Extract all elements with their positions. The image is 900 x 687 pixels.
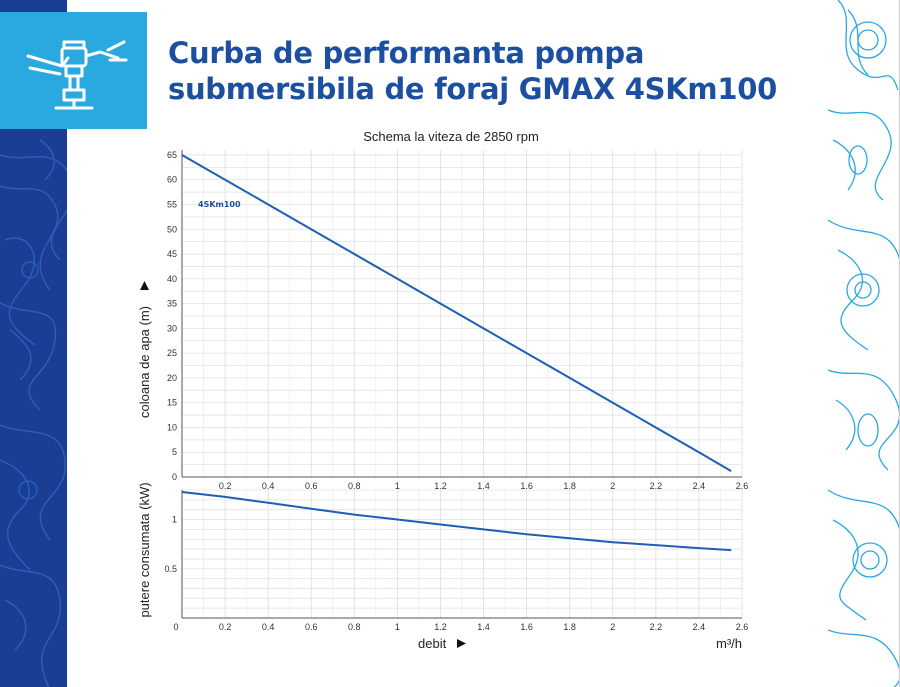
head-y-tick-labels: 0 5 10 15 20 25 30 35 40 45 50 55 60 65 bbox=[167, 150, 177, 482]
x-tick-label: 0.8 bbox=[348, 622, 361, 632]
y-tick-label: 65 bbox=[167, 150, 177, 160]
x-tick-label: 2.6 bbox=[736, 481, 749, 491]
y-tick-label: 15 bbox=[167, 398, 177, 408]
y-tick-label: 30 bbox=[167, 323, 177, 333]
y-tick-label: 20 bbox=[167, 373, 177, 383]
y-tick-label: 55 bbox=[167, 200, 177, 210]
y-tick-label: 0 bbox=[172, 472, 177, 482]
y-tick-label: 45 bbox=[167, 249, 177, 259]
power-grid bbox=[181, 489, 743, 619]
head-plot: 0.2 0.4 0.6 0.8 1 1.2 1.4 1.6 1.8 2 2.2 2.4 2.6 0 5 10… bbox=[137, 150, 748, 491]
x-tick-label: 2.2 bbox=[650, 481, 663, 491]
x-tick-label: 0.6 bbox=[305, 481, 318, 491]
y-tick-label: 50 bbox=[167, 224, 177, 234]
left-contour-pattern bbox=[0, 139, 67, 687]
head-series-label: 4SKm100 bbox=[198, 200, 241, 209]
head-series-line bbox=[181, 154, 732, 472]
submersible-pump-icon bbox=[26, 40, 128, 110]
power-x-tick-labels: 0 0.2 0.4 0.6 0.8 1 1.2 1.4 1.6 1.8 2 2.2 2.4 2.6 bbox=[173, 622, 748, 632]
x-tick-label: 2.4 bbox=[693, 481, 706, 491]
x-tick-label: 1.8 bbox=[563, 622, 576, 632]
chart-title: Schema la viteza de 2850 rpm bbox=[363, 129, 539, 144]
page-title: Curba de performanta pompa submersibila … bbox=[168, 35, 808, 107]
x-axis-label: debit bbox=[418, 636, 447, 651]
x-tick-label: 0.6 bbox=[305, 622, 318, 632]
head-axes bbox=[181, 150, 742, 478]
title-line-1: Curba de performanta pompa bbox=[168, 36, 645, 70]
x-tick-label: 1 bbox=[395, 481, 400, 491]
x-tick-label: 0.8 bbox=[348, 481, 361, 491]
x-tick-label: 2.6 bbox=[736, 622, 749, 632]
head-y-axis-arrow-icon bbox=[140, 281, 149, 290]
x-tick-label: 1.2 bbox=[434, 481, 447, 491]
y-tick-label: 25 bbox=[167, 348, 177, 358]
x-tick-label: 2.2 bbox=[650, 622, 663, 632]
y-tick-label: 5 bbox=[172, 447, 177, 457]
x-axis-arrow-icon bbox=[457, 639, 466, 648]
x-tick-label: 0.4 bbox=[262, 622, 275, 632]
x-tick-label: 1.4 bbox=[477, 622, 490, 632]
x-tick-label: 2 bbox=[610, 481, 615, 491]
power-series-line bbox=[181, 491, 732, 552]
x-tick-label: 2.4 bbox=[693, 622, 706, 632]
x-tick-label: 1.8 bbox=[563, 481, 576, 491]
y-tick-label: 10 bbox=[167, 422, 177, 432]
x-tick-label: 1.6 bbox=[520, 481, 533, 491]
power-plot: 0 0.2 0.4 0.6 0.8 1 1.2 1.4 1.6 1.8 2 2.2 2.4 2.6 0.5… bbox=[137, 482, 748, 651]
y-tick-label: 35 bbox=[167, 299, 177, 309]
x-tick-label: 0.2 bbox=[219, 622, 232, 632]
x-tick-label: 0.2 bbox=[219, 481, 232, 491]
x-tick-label: 2 bbox=[610, 622, 615, 632]
head-y-axis-label: coloana de apa (m) bbox=[137, 306, 152, 418]
title-line-2: submersibila de foraj GMAX 4SKm100 bbox=[168, 72, 777, 106]
x-tick-label: 0 bbox=[173, 622, 178, 632]
power-axes bbox=[181, 490, 742, 619]
head-x-tick-labels: 0.2 0.4 0.6 0.8 1 1.2 1.4 1.6 1.8 2 2.2 2.4 2.6 bbox=[219, 481, 748, 491]
right-decorative-band bbox=[828, 0, 900, 687]
y-tick-label: 60 bbox=[167, 175, 177, 185]
power-y-axis-label-text: putere consumata (kW) bbox=[137, 482, 152, 617]
pump-icon-box bbox=[0, 12, 147, 129]
x-tick-label: 1.2 bbox=[434, 622, 447, 632]
x-tick-label: 0.4 bbox=[262, 481, 275, 491]
y-tick-label: 40 bbox=[167, 274, 177, 284]
head-y-axis-label-text: coloana de apa (m) bbox=[137, 306, 152, 418]
power-y-axis-label: putere consumata (kW) bbox=[137, 482, 152, 617]
x-tick-label: 1 bbox=[395, 622, 400, 632]
power-y-tick-labels: 0.51 bbox=[164, 515, 177, 574]
right-contour-pattern bbox=[828, 0, 900, 687]
x-tick-label: 1.6 bbox=[520, 622, 533, 632]
y-tick-label: 1 bbox=[172, 515, 177, 525]
head-grid bbox=[181, 150, 743, 478]
y-tick-label: 0.5 bbox=[164, 564, 177, 574]
x-axis-unit: m³/h bbox=[716, 636, 742, 651]
x-tick-label: 1.4 bbox=[477, 481, 490, 491]
